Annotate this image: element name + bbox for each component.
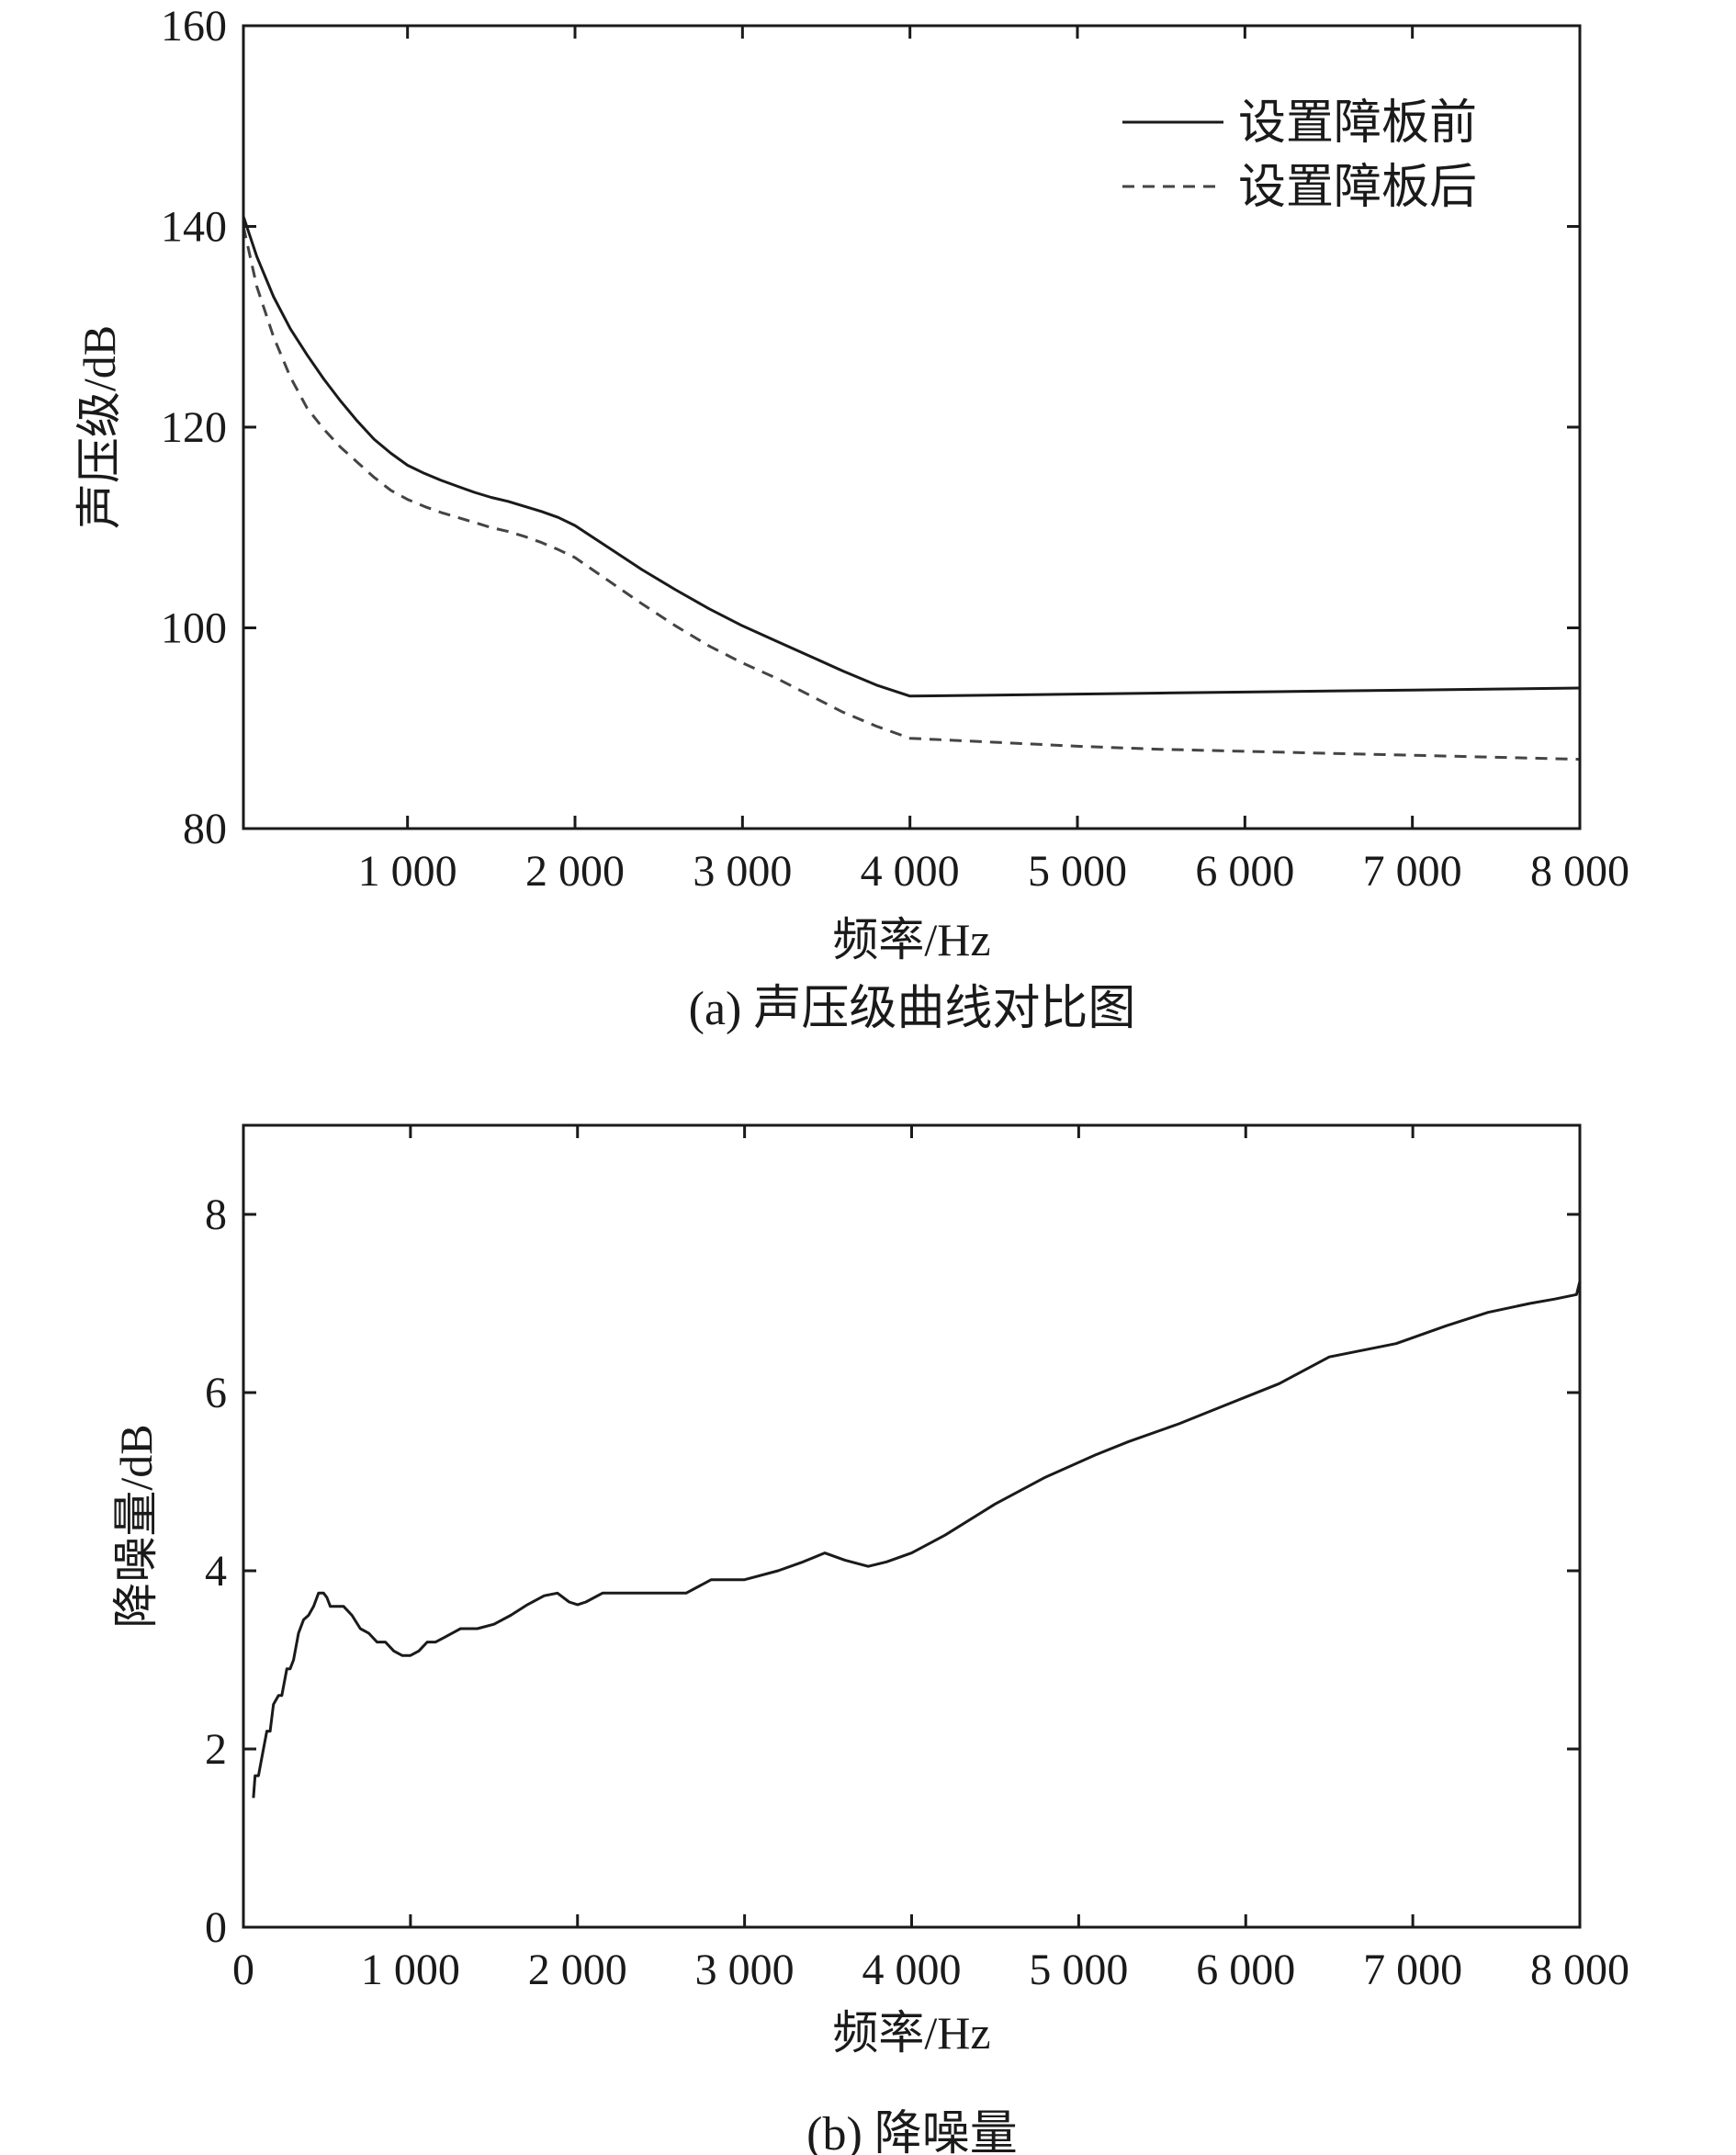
chart-a-xtick-label: 8 000 [1530, 847, 1629, 896]
legend-label-before: 设置障板前 [1238, 97, 1477, 150]
chart-b-ytick-label: 0 [205, 1903, 227, 1952]
chart-b-xtick-label: 7 000 [1363, 1946, 1462, 1994]
chart-b-ytick-label: 4 [205, 1547, 227, 1596]
chart-b-ytick-label: 2 [205, 1725, 227, 1774]
chart-a-ytick-label: 100 [161, 604, 227, 653]
chart-b-series-solid-line-0 [252, 1281, 1582, 1799]
chart-b-xtick-label: 1 000 [361, 1946, 460, 1994]
chart-b-xlabel: 频率/Hz [832, 2007, 990, 2059]
chart-a-ytick-label: 140 [161, 203, 227, 252]
chart-a-series-dashed-line-1 [242, 226, 1581, 762]
chart-b-xtick-label: 2 000 [528, 1946, 627, 1994]
chart-a-xtick-label: 2 000 [525, 847, 625, 896]
chart-b-xtick-label: 6 000 [1196, 1946, 1295, 1994]
chart-b-noise-reduction: (b) 降噪量 0 1 000 2 000 3 000 4 000 5 000 6 000 7… [110, 1123, 1629, 2155]
chart-b-xtick-label: 0 [232, 1946, 254, 1994]
chart-b-xtick-label: 3 000 [695, 1946, 795, 1994]
chart-b-ytick-label: 6 [205, 1369, 227, 1417]
chart-a-xtick-label: 1 000 [358, 847, 457, 896]
chart-b-xtick-label: 8 000 [1530, 1946, 1629, 1994]
chart-a-xtick-label: 7 000 [1363, 847, 1462, 896]
chart-a-xtick-label: 6 000 [1195, 847, 1294, 896]
legend-label-after: 设置障板后 [1238, 162, 1477, 214]
chart-a-legend: 设置障板前 设置障板后 [1122, 97, 1477, 214]
chart-b-xtick-label: 4 000 [862, 1946, 962, 1994]
chart-a-xtick-label: 4 000 [861, 847, 960, 896]
chart-a-xtick-label: 5 000 [1028, 847, 1127, 896]
chart-a-series-solid-line-0 [242, 216, 1581, 698]
chart-a-sound-pressure-level: 设置障板前 设置障板后 (a) 声压级曲线对比图 1 000 2 000 3 000… [73, 2, 1629, 1035]
chart-a-ytick-label: 120 [161, 403, 227, 452]
chart-b-xtick-label: 5 000 [1029, 1946, 1128, 1994]
chart-a-caption: (a) 声压级曲线对比图 [689, 983, 1136, 1035]
chart-a-ylabel: 声压级/dB [73, 325, 125, 529]
chart-a-xlabel: 频率/Hz [832, 914, 990, 965]
chart-b-ytick-label: 8 [205, 1190, 227, 1239]
chart-a-ytick-label: 160 [161, 2, 227, 51]
chart-b-plot-frame [242, 1123, 1582, 1929]
chart-b-ylabel: 降噪量/dB [110, 1424, 162, 1628]
chart-b-caption: (b) 降噪量 [806, 2108, 1018, 2155]
chart-a-ytick-label: 80 [183, 805, 227, 853]
chart-a-xtick-label: 3 000 [693, 847, 792, 896]
